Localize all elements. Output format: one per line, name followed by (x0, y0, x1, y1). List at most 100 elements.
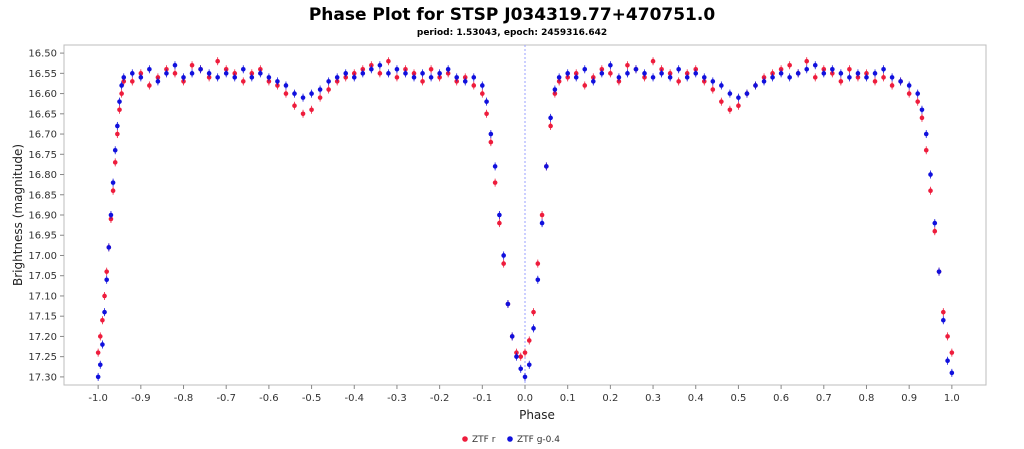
data-point (864, 75, 869, 80)
data-point (300, 111, 306, 117)
data-point (97, 334, 103, 339)
data-point (919, 107, 925, 113)
data-point (608, 71, 613, 76)
data-point (351, 75, 357, 80)
data-point (531, 326, 536, 331)
data-point (855, 75, 861, 80)
data-point (889, 83, 895, 88)
data-point (360, 66, 366, 72)
data-point (102, 293, 107, 299)
data-point (454, 75, 460, 80)
data-point (454, 79, 460, 84)
data-point (309, 107, 314, 113)
data-point (189, 71, 195, 76)
x-axis: -1.0 -0.9 -0.8 -0.7 -0.6 -0.5 -0.4 -0.3 -0.2 -0.1… (88, 385, 960, 404)
data-point (778, 71, 784, 76)
data-point (471, 83, 477, 88)
y-tick-label: 16.95 (28, 231, 57, 242)
data-point (249, 71, 255, 76)
data-point (590, 75, 596, 80)
data-point (110, 188, 116, 194)
data-point (445, 66, 451, 72)
data-point (701, 75, 707, 80)
y-tick-label: 16.60 (28, 89, 57, 100)
data-point (898, 79, 903, 84)
data-point (317, 87, 323, 92)
data-point (676, 66, 681, 72)
data-point (736, 95, 741, 100)
data-point (377, 62, 383, 68)
data-point (787, 75, 792, 80)
legend-marker-ztf-r (462, 436, 468, 442)
data-point (155, 75, 161, 80)
data-point (403, 71, 408, 76)
data-point (531, 309, 536, 315)
data-point (351, 71, 357, 76)
x-tick-label: -0.7 (216, 393, 236, 404)
data-point (232, 75, 238, 80)
y-tick-label: 16.65 (28, 109, 57, 120)
data-point (526, 338, 532, 343)
data-point (292, 103, 297, 109)
data-point (684, 75, 690, 80)
data-point (864, 71, 869, 76)
data-point (719, 83, 724, 88)
data-point (727, 107, 733, 113)
data-point (941, 309, 946, 315)
y-tick-label: 16.85 (28, 190, 57, 201)
data-point (625, 62, 630, 68)
data-point (919, 115, 925, 121)
data-point (108, 216, 114, 222)
data-point (552, 87, 558, 92)
data-point (480, 91, 485, 96)
data-point (129, 79, 135, 84)
data-point (736, 103, 741, 109)
data-point (753, 83, 758, 88)
data-point (155, 79, 161, 84)
data-point (539, 220, 545, 226)
x-tick-label: -0.6 (259, 393, 279, 404)
data-point (108, 212, 114, 218)
x-tick-label: 0.4 (688, 393, 704, 404)
x-tick-label: -0.4 (345, 393, 365, 404)
data-point (411, 71, 417, 76)
series-ztf-g (95, 61, 955, 381)
data-point (514, 350, 519, 355)
data-points (95, 57, 955, 381)
data-point (104, 269, 109, 274)
data-point (106, 245, 112, 250)
data-point (121, 75, 127, 80)
data-point (548, 115, 553, 121)
data-point (556, 75, 562, 80)
data-point (266, 79, 272, 84)
data-point (488, 131, 494, 137)
data-point (928, 172, 933, 177)
chart-title: Phase Plot for STSP J034319.77+470751.0 (309, 5, 716, 25)
data-point (821, 71, 827, 76)
data-point (795, 71, 801, 76)
x-tick-label: -0.1 (473, 393, 493, 404)
data-point (117, 107, 122, 113)
data-point (693, 71, 699, 76)
x-tick-label: -0.2 (430, 393, 450, 404)
data-point (223, 66, 229, 72)
data-point (821, 66, 827, 72)
data-point (97, 362, 103, 368)
data-point (117, 99, 122, 104)
data-point (104, 277, 109, 283)
data-point (360, 71, 366, 76)
x-tick-label: 0.8 (859, 393, 875, 404)
data-point (420, 71, 425, 76)
data-point (147, 66, 152, 72)
data-point (923, 131, 929, 137)
data-point (642, 75, 647, 80)
y-axis: 16.50 16.55 16.60 16.65 16.70 16.75 16.80 16.85… (28, 49, 64, 383)
data-point (198, 66, 203, 72)
data-point (667, 71, 673, 76)
x-tick-label: 0.6 (773, 393, 789, 404)
data-point (437, 71, 442, 76)
data-point (573, 71, 579, 76)
data-point (932, 220, 938, 226)
data-point (480, 83, 485, 88)
data-point (881, 66, 886, 72)
